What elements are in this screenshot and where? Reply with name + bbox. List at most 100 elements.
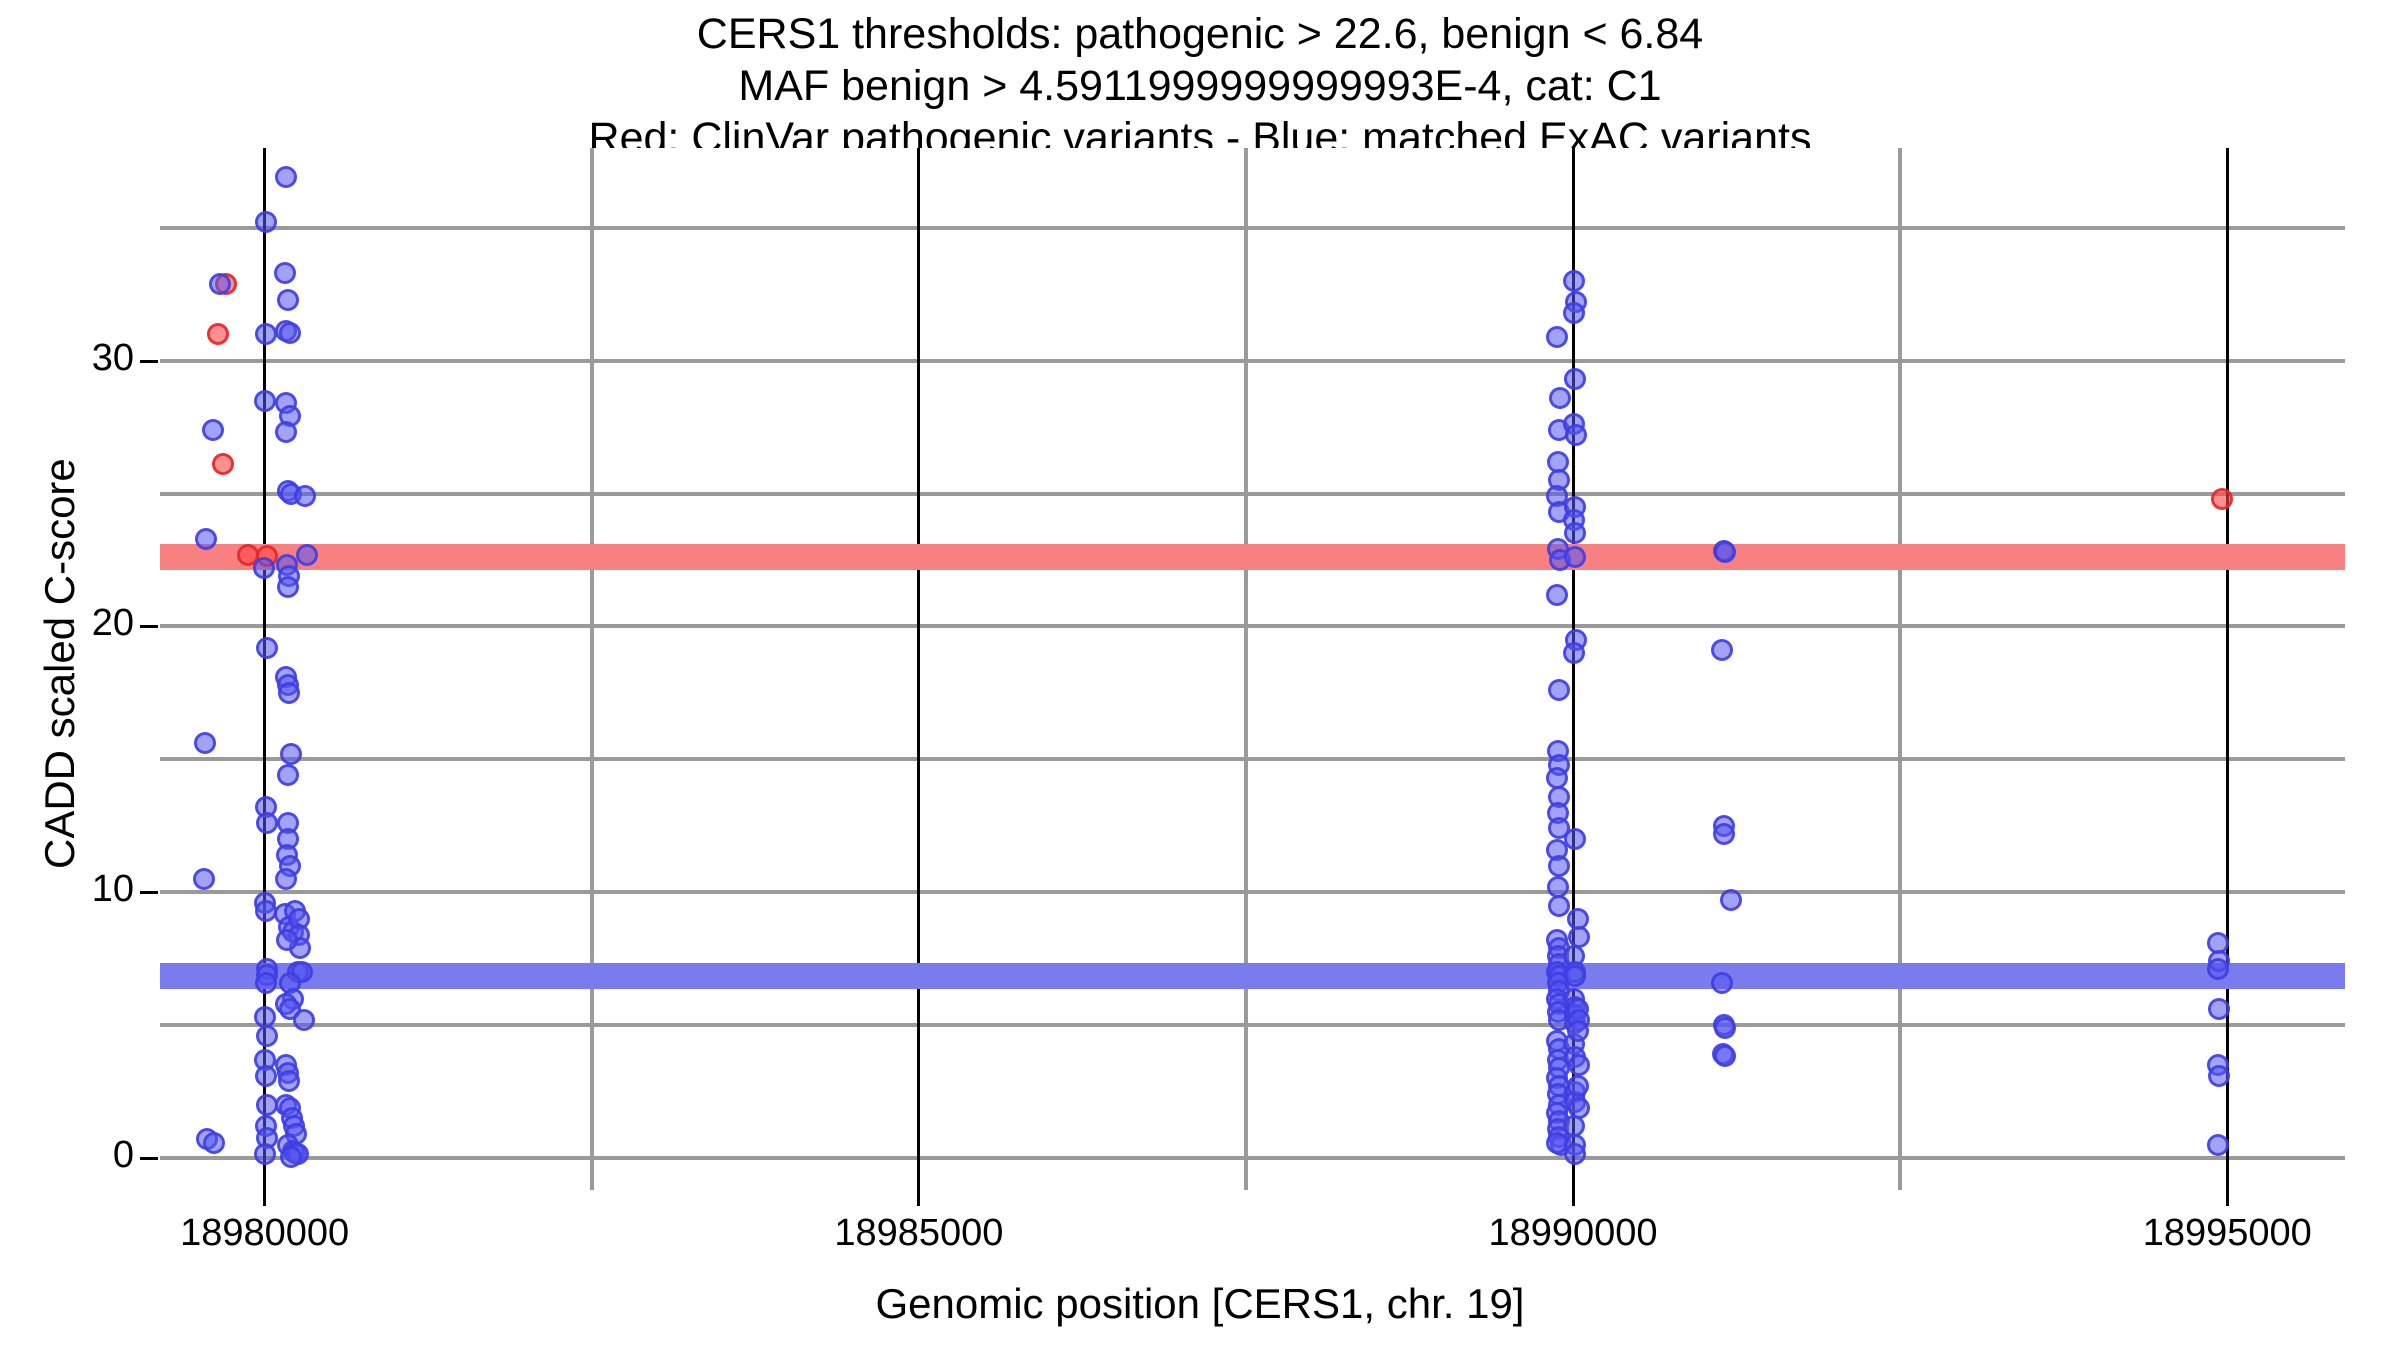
data-point-benign — [1564, 368, 1587, 391]
data-point-benign — [295, 543, 318, 566]
data-point-benign — [2207, 1133, 2230, 1156]
x-axis-title: Genomic position [CERS1, chr. 19] — [875, 1280, 1525, 1327]
data-point-benign — [1710, 639, 1733, 662]
x-tick-mark — [1571, 1190, 1575, 1206]
data-point-benign — [1719, 889, 1742, 912]
data-point-benign — [275, 929, 298, 952]
gridline-vertical-tick — [917, 148, 921, 1190]
data-point-pathogenic — [206, 323, 229, 346]
data-point-benign — [1713, 1016, 1736, 1039]
data-point-benign — [294, 485, 317, 508]
data-point-benign — [1564, 522, 1587, 545]
gridline-horizontal — [160, 1156, 2345, 1161]
y-tick-mark — [140, 891, 158, 895]
gridline-horizontal — [160, 757, 2345, 762]
data-point-benign — [279, 1145, 302, 1168]
chart-title-block: CERS1 thresholds: pathogenic > 22.6, ben… — [0, 8, 2400, 164]
data-point-benign — [1567, 1075, 1590, 1098]
data-point-benign — [278, 321, 301, 344]
data-point-benign — [1567, 1019, 1590, 1042]
data-point-benign — [2207, 998, 2230, 1021]
gridline-vertical — [1898, 148, 1903, 1190]
data-point-benign — [209, 272, 232, 295]
data-point-benign — [1563, 301, 1586, 324]
data-point-benign — [202, 1132, 225, 1155]
data-point-benign — [254, 323, 277, 346]
x-tick-label: 18985000 — [834, 1212, 1004, 1254]
data-point-benign — [1548, 386, 1571, 409]
gridline-horizontal — [160, 1023, 2345, 1028]
data-point-benign — [274, 421, 297, 444]
y-tick-mark — [140, 1157, 158, 1161]
data-point-benign — [1714, 1044, 1737, 1067]
title-line-thresholds: CERS1 thresholds: pathogenic > 22.6, ben… — [696, 10, 1704, 58]
title-line-maf: MAF benign > 4.5911999999999993E-4, cat:… — [738, 62, 1662, 110]
data-point-benign — [1548, 894, 1571, 917]
gridline-horizontal — [160, 225, 2345, 230]
data-point-benign — [253, 556, 276, 579]
y-tick-label: 20 — [91, 602, 134, 645]
data-point-benign — [1567, 1096, 1590, 1119]
data-point-benign — [201, 418, 224, 441]
x-tick-mark — [2225, 1190, 2229, 1206]
plot-area — [160, 148, 2345, 1190]
y-tick-label: 0 — [112, 1134, 134, 1177]
data-point-benign — [279, 743, 302, 766]
data-point-benign — [275, 867, 298, 890]
gridline-vertical — [589, 148, 594, 1190]
gridline-vertical-tick — [2225, 148, 2229, 1190]
data-point-benign — [254, 389, 277, 412]
data-point-benign — [1563, 546, 1586, 569]
data-point-benign — [1547, 679, 1570, 702]
data-point-pathogenic — [2211, 487, 2233, 510]
data-point-benign — [1567, 1054, 1590, 1077]
data-point-benign — [1713, 541, 1736, 564]
data-point-benign — [194, 732, 217, 755]
plot-panel — [160, 148, 2345, 1190]
data-point-benign — [1567, 926, 1590, 949]
data-point-benign — [1564, 424, 1587, 447]
x-tick-mark — [263, 1190, 267, 1206]
data-point-benign — [1546, 583, 1569, 606]
data-point-benign — [256, 636, 279, 659]
data-point-pathogenic — [211, 453, 234, 476]
data-point-benign — [277, 681, 300, 704]
data-point-benign — [193, 867, 216, 890]
data-point-benign — [292, 1008, 315, 1031]
data-point-benign — [1711, 971, 1734, 994]
gridline-horizontal — [160, 358, 2345, 363]
data-point-benign — [254, 1143, 277, 1166]
data-point-benign — [273, 261, 296, 284]
gridline-horizontal — [160, 491, 2345, 496]
data-point-benign — [1712, 822, 1735, 845]
y-axis-title: CADD scaled C-score — [36, 458, 83, 869]
threshold-band-benign — [160, 963, 2345, 990]
data-point-benign — [2207, 958, 2230, 981]
data-point-benign — [277, 575, 300, 598]
data-point-benign — [277, 764, 300, 787]
y-tick-label: 30 — [91, 336, 134, 379]
data-point-benign — [1547, 854, 1570, 877]
gridline-vertical-tick — [263, 148, 267, 1190]
data-point-benign — [1563, 642, 1586, 665]
x-tick-mark — [917, 1190, 921, 1206]
data-point-benign — [254, 971, 277, 994]
data-point-benign — [1563, 1143, 1586, 1166]
data-point-benign — [254, 211, 277, 234]
data-point-benign — [254, 1064, 277, 1087]
data-point-benign — [255, 1024, 278, 1047]
data-point-benign — [255, 812, 278, 835]
gridline-vertical — [1243, 148, 1248, 1190]
gridline-horizontal — [160, 624, 2345, 629]
data-point-benign — [1564, 965, 1587, 988]
gridline-vertical-tick — [1571, 148, 1575, 1190]
data-point-benign — [1564, 828, 1587, 851]
y-tick-label: 10 — [91, 868, 134, 911]
data-point-benign — [1546, 325, 1569, 348]
y-tick-mark — [140, 625, 158, 629]
data-point-benign — [2207, 1064, 2230, 1087]
x-tick-label: 18980000 — [180, 1212, 350, 1254]
data-point-benign — [274, 166, 297, 189]
x-tick-label: 18990000 — [1488, 1212, 1658, 1254]
